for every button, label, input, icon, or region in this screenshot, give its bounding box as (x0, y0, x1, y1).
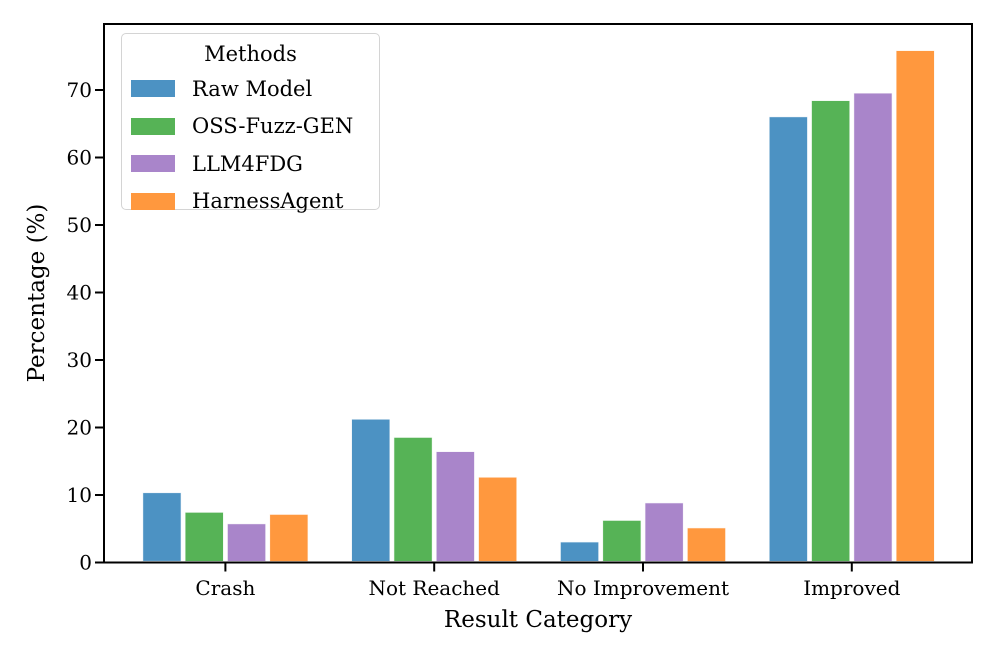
bar-raw-model-improved (768, 116, 809, 562)
legend-item: OSS-Fuzz-GEN (122, 108, 379, 146)
y-tick-label: 20 (67, 416, 92, 440)
bar-llm4fdg-no-improvement (644, 502, 684, 562)
plot-frame (103, 23, 973, 564)
bar-harnessagent-no-improvement (686, 527, 727, 563)
bar-llm4fdg-crash (226, 523, 267, 563)
legend-swatch-harnessagent (131, 192, 175, 210)
x-tick-label: Improved (803, 576, 900, 600)
bar-raw-model-crash (142, 492, 182, 562)
y-tick-label: 50 (67, 213, 92, 237)
bar-harnessagent-improved (895, 50, 935, 562)
legend-item: LLM4FDG (122, 145, 379, 183)
bar-raw-model-not-reached (351, 418, 391, 562)
bar-llm4fdg-not-reached (435, 451, 476, 562)
bar-oss-fuzz-gen-improved (810, 100, 851, 562)
x-axis-label: Result Category (443, 607, 633, 633)
x-tick-label: Crash (195, 576, 255, 600)
y-tick-label: 0 (79, 551, 92, 575)
y-tick-label: 70 (67, 78, 92, 102)
y-tick-label: 10 (67, 483, 92, 507)
legend-item-label: OSS-Fuzz-GEN (192, 114, 354, 139)
legend-swatch-llm4fdg (131, 155, 175, 173)
y-tick-label: 40 (67, 281, 92, 305)
bar-harnessagent-crash (269, 513, 309, 563)
legend-item: Raw Model (122, 70, 379, 108)
x-tick-label: No Improvement (557, 576, 729, 600)
legend-swatch-raw-model (131, 80, 175, 98)
bar-raw-model-no-improvement (559, 541, 600, 563)
legend-item-label: Raw Model (192, 76, 313, 101)
bar-oss-fuzz-gen-no-improvement (602, 519, 642, 562)
bar-llm4fdg-improved (853, 92, 893, 562)
legend-swatch-oss-fuzz-gen (131, 117, 175, 135)
legend-item-label: LLM4FDG (192, 151, 303, 176)
y-tick-label: 30 (67, 348, 92, 372)
x-tick-label: Not Reached (368, 576, 500, 600)
y-axis-label: Percentage (%) (24, 203, 50, 383)
y-tick-label: 60 (67, 146, 92, 170)
legend-item-label: HarnessAgent (192, 189, 344, 214)
legend: Methods Raw Model OSS-Fuzz-GEN LLM4FDG H… (121, 33, 380, 213)
bar-oss-fuzz-gen-not-reached (393, 436, 433, 562)
legend-title: Methods (204, 42, 297, 66)
bar-oss-fuzz-gen-crash (184, 511, 224, 563)
bar-harnessagent-not-reached (477, 476, 518, 563)
legend-item: HarnessAgent (122, 183, 379, 221)
